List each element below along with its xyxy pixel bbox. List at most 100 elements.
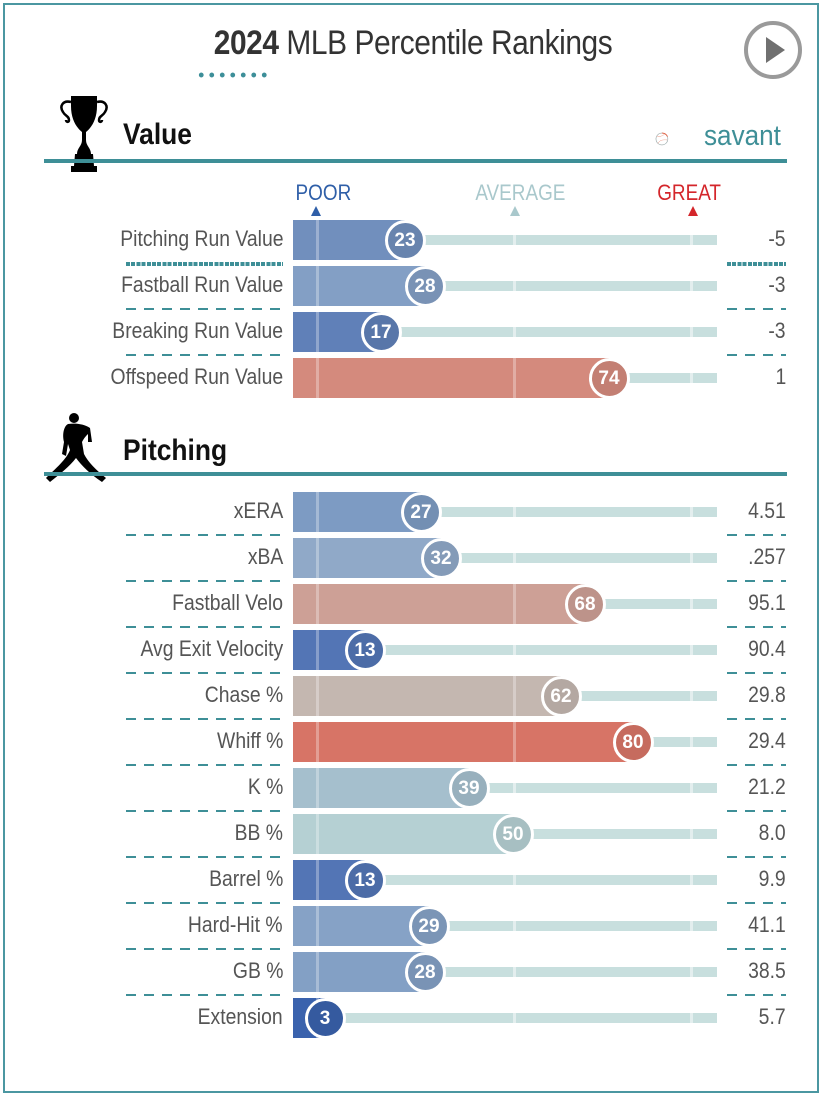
percentile-badge[interactable]: 50 <box>492 813 534 855</box>
pitcher-icon <box>46 413 106 482</box>
row-separator <box>126 580 283 582</box>
row-separator <box>126 308 283 310</box>
metric-row-avg-exit-velocity: Avg Exit Velocity 13 90.4 <box>0 629 826 671</box>
row-separator <box>126 672 283 674</box>
percentile-bar <box>293 952 425 992</box>
metric-name: xBA <box>247 544 283 569</box>
row-separator <box>727 764 786 766</box>
row-separator <box>727 994 786 996</box>
scale-label-poor: POOR <box>295 180 352 205</box>
metric-value: 90.4 <box>748 636 786 661</box>
track-tick <box>690 967 693 977</box>
metric-row-chase: Chase % 62 29.8 <box>0 675 826 717</box>
percentile-badge[interactable]: 32 <box>420 537 462 579</box>
percentile-bar <box>293 538 441 578</box>
percentile-track <box>293 875 717 885</box>
metric-name: Pitching Run Value <box>119 226 283 251</box>
row-separator <box>727 948 786 950</box>
bar-tick <box>513 584 516 624</box>
percentile-bar <box>293 584 585 624</box>
percentile-track <box>293 235 717 245</box>
bar-tick <box>316 358 319 398</box>
percentile-badge[interactable]: 68 <box>564 583 606 625</box>
track-tick <box>690 327 693 337</box>
row-separator <box>126 718 283 720</box>
percentile-track <box>293 553 717 563</box>
percentile-badge[interactable]: 13 <box>344 859 386 901</box>
percentile-badge[interactable]: 62 <box>540 675 582 717</box>
bar-tick <box>316 676 319 716</box>
metric-row-barrel: Barrel % 13 9.9 <box>0 859 826 901</box>
percentile-track <box>293 967 717 977</box>
metric-row-whiff: Whiff % 80 29.4 <box>0 721 826 763</box>
percentile-badge[interactable]: 28 <box>404 951 446 993</box>
great-marker-icon <box>688 206 698 216</box>
metric-name: Breaking Run Value <box>112 318 283 343</box>
bar-tick <box>316 952 319 992</box>
track-tick <box>690 875 693 885</box>
title-year: 2024 <box>213 24 279 62</box>
track-tick <box>690 235 693 245</box>
metric-row-fastball-run-value: Fastball Run Value 28 -3 <box>0 265 826 307</box>
percentile-badge[interactable]: 80 <box>612 721 654 763</box>
track-tick <box>513 327 516 337</box>
track-tick <box>513 1013 516 1023</box>
percentile-bar <box>293 266 425 306</box>
percentile-badge[interactable]: 23 <box>384 219 426 261</box>
metric-row-extension: Extension 3 5.7 <box>0 997 826 1039</box>
metric-name: Hard-Hit % <box>188 912 283 937</box>
title-text: MLB Percentile Rankings <box>278 24 613 62</box>
row-separator <box>126 354 283 356</box>
percentile-badge[interactable]: 29 <box>408 905 450 947</box>
metric-name: Fastball Velo <box>172 590 283 615</box>
bar-tick <box>316 860 319 900</box>
track-tick <box>513 921 516 931</box>
percentile-badge[interactable]: 28 <box>404 265 446 307</box>
percentile-badge[interactable]: 17 <box>360 311 402 353</box>
percentile-track <box>293 783 717 793</box>
bar-tick <box>316 814 319 854</box>
percentile-badge[interactable]: 74 <box>588 357 630 399</box>
row-separator <box>126 262 283 266</box>
row-separator <box>727 902 786 904</box>
section-title-value: Value <box>123 118 192 151</box>
row-separator <box>727 354 786 356</box>
percentile-badge[interactable]: 13 <box>344 629 386 671</box>
track-tick <box>513 875 516 885</box>
metric-row-k: K % 39 21.2 <box>0 767 826 809</box>
percentile-bar <box>293 768 469 808</box>
row-separator <box>126 764 283 766</box>
metric-row-xba: xBA 32 .257 <box>0 537 826 579</box>
metric-name: BB % <box>234 820 283 845</box>
metric-name: Fastball Run Value <box>120 272 283 297</box>
percentile-track <box>293 327 717 337</box>
bar-tick <box>316 266 319 306</box>
metric-value: 4.51 <box>748 498 786 523</box>
metric-row-hard-hit: Hard-Hit % 29 41.1 <box>0 905 826 947</box>
track-tick <box>690 645 693 655</box>
metric-value: 8.0 <box>759 820 786 845</box>
metric-value: 41.1 <box>748 912 786 937</box>
metric-name: K % <box>247 774 283 799</box>
metric-value: 5.7 <box>759 1004 786 1029</box>
track-tick <box>690 553 693 563</box>
section-title-pitching: Pitching <box>123 434 228 467</box>
track-tick <box>690 599 693 609</box>
bar-tick <box>316 906 319 946</box>
row-separator <box>727 856 786 858</box>
metric-value: -5 <box>768 226 786 251</box>
row-separator <box>727 672 786 674</box>
metric-value: 21.2 <box>748 774 786 799</box>
track-tick <box>513 507 516 517</box>
percentile-badge[interactable]: 27 <box>400 491 442 533</box>
percentile-badge[interactable]: 39 <box>448 767 490 809</box>
play-icon[interactable] <box>743 20 803 80</box>
percentile-badge[interactable]: 3 <box>304 997 346 1039</box>
bar-tick <box>316 220 319 260</box>
page-title: 2024 MLB Percentile Rankings <box>50 24 777 63</box>
percentile-track <box>293 507 717 517</box>
bar-tick <box>316 538 319 578</box>
percentile-bar <box>293 676 561 716</box>
poor-marker-icon <box>311 206 321 216</box>
percentile-track <box>293 281 717 291</box>
